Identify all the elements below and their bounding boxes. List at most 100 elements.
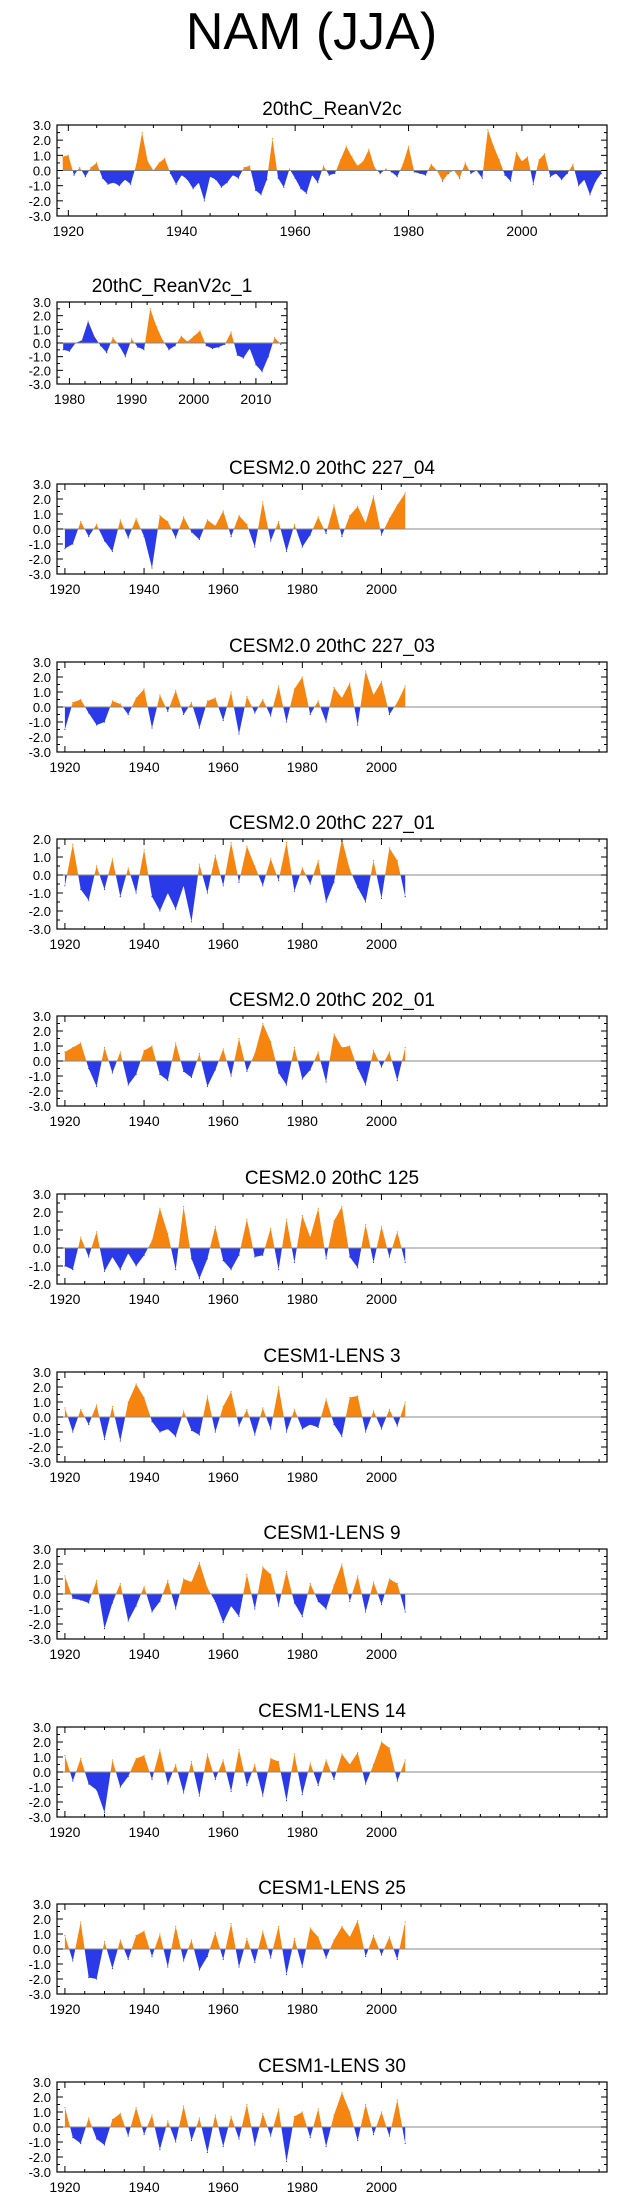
data-point [333,1778,335,1781]
positive-area [91,1231,100,1248]
y-tick-label: -2.0 [29,904,51,919]
negative-area [234,343,273,372]
data-point [230,842,232,844]
data-point [143,849,145,851]
negative-area [85,707,111,725]
negative-area [297,1061,315,1079]
data-point [175,1608,177,1610]
positive-area [110,337,118,343]
x-tick-label: 2000 [366,1824,397,1840]
negative-area [192,707,206,728]
y-tick-label: 1.0 [33,322,51,337]
chart-title: CESM1-LENS 9 [263,1523,400,1544]
negative-area [193,1772,204,1796]
data-point [271,138,274,140]
data-point [119,1582,121,1585]
x-tick-label: 1980 [287,1113,318,1129]
negative-area [180,1061,197,1078]
data-point [143,688,145,690]
x-tick-label: 1940 [128,759,159,775]
negative-area [292,1594,308,1617]
data-point [137,346,139,348]
negative-area [237,875,241,883]
negative-area [387,1248,393,1257]
data-point [341,1206,343,1208]
data-point [175,689,177,692]
negative-area [331,1417,346,1437]
positive-area [140,1046,157,1061]
data-point [470,172,472,175]
y-tick-label: 2.0 [33,832,51,847]
negative-area [400,875,406,897]
x-tick-label: 1920 [49,1824,80,1840]
y-tick-label: -1.0 [29,1425,51,1440]
data-point [230,1390,232,1393]
negative-area [281,2127,293,2162]
negative-area [72,170,78,176]
data-point [190,2139,193,2142]
data-point [141,132,143,134]
data-point [285,1084,288,1086]
negative-area [340,529,345,537]
data-point [309,1927,311,1929]
data-point [96,523,98,526]
data-point [88,1423,90,1426]
data-point [198,1561,200,1564]
data-point [211,347,213,350]
data-point [365,1783,367,1785]
positive-area [153,1749,165,1772]
chart-panel: CESM1-LENS 9 3.02.01.00.0-1.0-2.0-3.01920… [29,1523,608,1662]
negative-area [323,529,328,534]
positive-area [116,1052,123,1061]
data-point [198,1278,200,1280]
data-point [309,1762,311,1764]
data-point [214,1069,216,1071]
y-tick-label: 2.0 [33,1557,51,1572]
x-tick-label: 1960 [208,936,239,952]
data-point [351,156,353,158]
positive-area [94,866,100,875]
data-point [230,1605,232,1607]
positive-area [314,1052,321,1061]
data-point [103,888,106,891]
data-point [238,1615,240,1618]
negative-area [391,1061,402,1081]
data-point [285,550,288,553]
data-point [334,172,336,175]
data-point [270,1227,272,1229]
y-tick-label: 0.0 [33,164,51,179]
y-tick-label: -1.0 [29,1780,51,1795]
data-point [254,712,256,714]
data-point [135,1605,137,1607]
data-point [368,148,370,150]
data-point [293,2115,295,2118]
positive-area [384,1052,392,1061]
positive-area [275,521,281,529]
data-point [93,335,95,337]
y-tick-label: 3.0 [33,1365,51,1380]
data-point [459,177,461,179]
x-tick-label: 1960 [208,2179,239,2195]
data-point [167,520,169,523]
negative-area [78,875,95,901]
data-point [396,176,398,178]
positive-area [258,502,269,529]
x-tick-label: 1980 [287,1824,318,1840]
data-point [151,1778,153,1781]
data-point [380,2111,383,2113]
data-point [262,1254,264,1256]
data-point [357,1395,359,1397]
x-tick-label: 1920 [49,936,80,952]
data-point [127,1252,129,1254]
x-tick-label: 1940 [128,2001,159,2017]
positive-area [307,1583,315,1594]
negative-area [150,1417,182,1437]
positive-area [244,696,252,707]
data-point [388,1936,390,1938]
data-point [64,2106,66,2109]
negative-area [212,1772,219,1780]
y-tick-label: -2.0 [29,1440,51,1455]
data-point [293,1046,295,1049]
positive-area [203,511,229,529]
negative-area [177,1772,189,1793]
